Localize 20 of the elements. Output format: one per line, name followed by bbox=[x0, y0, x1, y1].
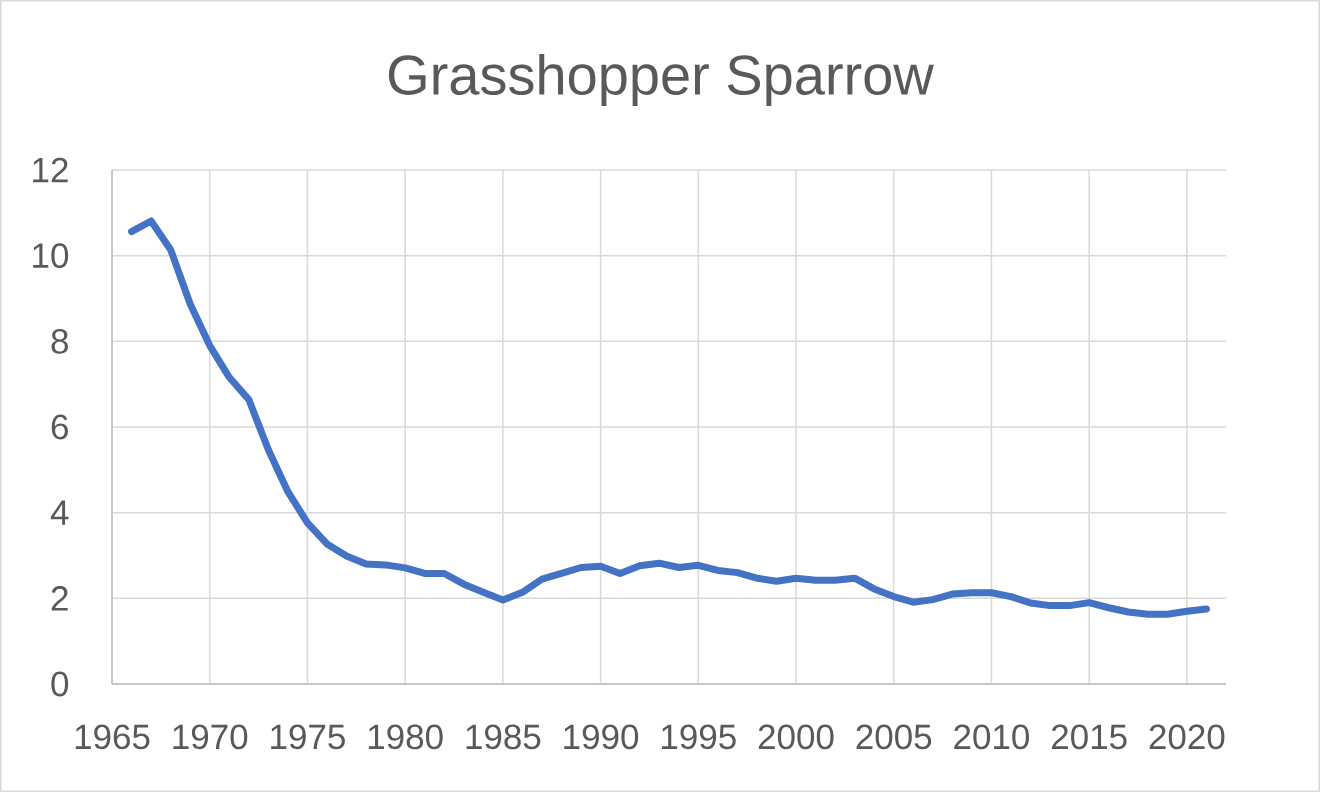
x-tick-label: 2015 bbox=[1051, 724, 1127, 750]
y-tick-label: 6 bbox=[51, 414, 68, 440]
y-tick-label: 10 bbox=[33, 243, 69, 269]
x-tick-label: 1965 bbox=[75, 724, 150, 750]
x-tick-label: 1985 bbox=[466, 724, 541, 750]
y-tick-label: 0 bbox=[51, 671, 69, 697]
y-tick-label: 8 bbox=[51, 328, 68, 354]
chart-title: Grasshopper Sparrow bbox=[388, 53, 934, 107]
x-tick-label: 1995 bbox=[662, 724, 736, 750]
x-tick-label: 2020 bbox=[1149, 724, 1225, 750]
x-tick-label: 1975 bbox=[271, 724, 345, 750]
y-tick-label: 2 bbox=[51, 586, 68, 611]
x-tick-label: 1970 bbox=[173, 724, 248, 750]
y-tick-label: 12 bbox=[33, 157, 68, 183]
x-tick-label: 1990 bbox=[564, 724, 639, 750]
x-tick-label: 1980 bbox=[368, 724, 443, 750]
x-tick-label: 2005 bbox=[856, 724, 932, 750]
x-tick-label: 2010 bbox=[954, 724, 1029, 750]
y-tick-label: 4 bbox=[50, 500, 69, 525]
x-tick-label: 2000 bbox=[758, 724, 834, 750]
